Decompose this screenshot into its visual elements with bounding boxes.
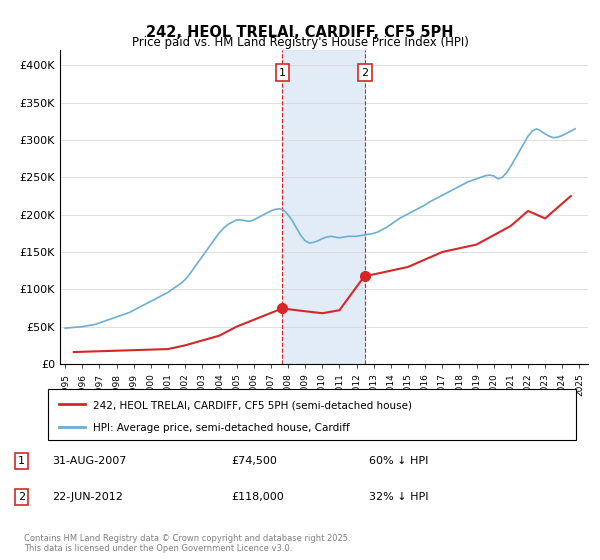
Text: £118,000: £118,000 (231, 492, 284, 502)
Text: Contains HM Land Registry data © Crown copyright and database right 2025.
This d: Contains HM Land Registry data © Crown c… (24, 534, 350, 553)
Text: 242, HEOL TRELAI, CARDIFF, CF5 5PH (semi-detached house): 242, HEOL TRELAI, CARDIFF, CF5 5PH (semi… (93, 400, 412, 410)
Text: 2: 2 (361, 68, 368, 78)
Text: 60% ↓ HPI: 60% ↓ HPI (369, 456, 428, 466)
Text: 31-AUG-2007: 31-AUG-2007 (52, 456, 127, 466)
Text: HPI: Average price, semi-detached house, Cardiff: HPI: Average price, semi-detached house,… (93, 423, 350, 433)
Text: 1: 1 (18, 456, 25, 466)
Text: £74,500: £74,500 (231, 456, 277, 466)
Text: Price paid vs. HM Land Registry's House Price Index (HPI): Price paid vs. HM Land Registry's House … (131, 36, 469, 49)
Text: 2: 2 (18, 492, 25, 502)
Text: 22-JUN-2012: 22-JUN-2012 (52, 492, 123, 502)
Text: 1: 1 (279, 68, 286, 78)
FancyBboxPatch shape (48, 389, 576, 440)
Text: 242, HEOL TRELAI, CARDIFF, CF5 5PH: 242, HEOL TRELAI, CARDIFF, CF5 5PH (146, 25, 454, 40)
Text: 32% ↓ HPI: 32% ↓ HPI (369, 492, 428, 502)
Bar (283, 50, 365, 364)
